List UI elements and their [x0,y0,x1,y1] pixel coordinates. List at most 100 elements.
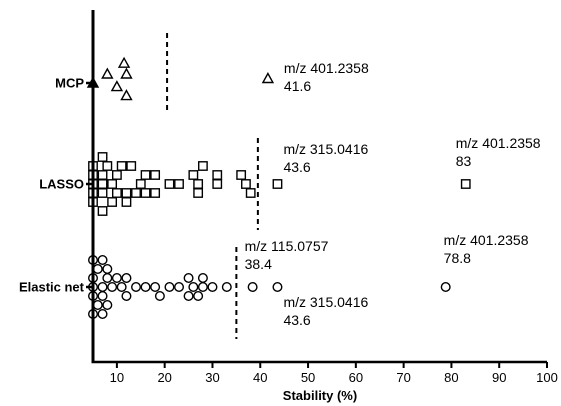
x-tick-label: 30 [205,370,219,385]
circle-marker [207,282,218,293]
square-marker [126,161,137,171]
annotation-text: m/z 115.0757 [245,238,329,254]
annotation-text: 43.6 [283,312,310,328]
circle-marker [102,264,113,275]
circle-marker [221,282,232,293]
x-tick-label: 70 [396,370,410,385]
square-marker [193,188,204,198]
square-marker [460,179,471,189]
x-tick-label: 100 [536,370,558,385]
circle-marker [164,282,175,293]
circle-marker [183,291,194,302]
circle-marker [102,273,113,284]
annotation-text: m/z 401.2358 [444,232,529,248]
square-marker [111,188,122,198]
annotation-text: 43.6 [283,159,310,175]
circle-marker [131,282,142,293]
annotation-text: m/z 401.2358 [284,60,369,76]
circle-marker [193,291,204,302]
x-tick-label: 40 [253,370,267,385]
circle-marker [116,282,127,293]
circle-marker [140,282,151,293]
square-marker [135,179,146,189]
square-marker [97,179,108,189]
data-points [86,56,471,320]
square-marker [245,188,256,198]
square-marker [111,170,122,180]
circle-marker [97,282,108,293]
circle-marker [111,273,122,284]
triangle-marker [120,67,133,79]
category-label: MCP [55,76,84,91]
square-marker [97,206,108,216]
annotations: m/z 401.2358 41.6 m/z 315.0416 43.6 m/z 401.… [245,60,541,328]
square-marker [140,188,151,198]
x-tick-label: 20 [157,370,171,385]
square-marker [97,170,108,180]
circle-marker [121,273,132,284]
square-marker [272,179,283,189]
triangle-marker [117,56,131,68]
triangle-marker [110,80,124,92]
circle-marker [188,282,199,293]
circle-marker [92,264,103,275]
circle-marker [102,300,113,311]
triangle-marker [261,72,275,84]
circle-marker [97,254,108,265]
axes: 10 20 30 40 50 60 70 80 90 100 MCP LASSO Elastic net [19,10,558,385]
x-tick-label: 90 [492,370,506,385]
annotation-text: m/z 315.0416 [283,141,368,157]
square-marker [150,170,161,180]
circle-marker [197,282,208,293]
square-marker [107,197,118,207]
square-marker [116,161,127,171]
circle-marker [183,273,194,284]
square-marker [102,161,113,171]
square-marker [97,188,108,198]
annotation-text: 41.6 [284,78,311,94]
circle-marker [97,291,108,302]
square-marker [107,179,118,189]
x-tick-label: 80 [444,370,458,385]
circle-marker [97,309,108,320]
circle-marker [154,291,165,302]
triangle-marker [101,67,114,79]
x-tick-label: 10 [110,370,124,385]
annotation-text: 83 [456,153,472,169]
square-marker [188,170,199,180]
square-marker [212,170,223,180]
circle-marker [150,282,161,293]
x-tick-label: 50 [301,370,315,385]
triangle-marker [120,89,133,101]
square-marker [241,179,251,189]
annotation-text: m/z 315.0416 [283,294,368,310]
circle-marker [121,291,132,302]
square-marker [150,188,161,198]
circle-marker [92,300,103,311]
square-marker [121,188,132,198]
annotation-text: 78.8 [444,250,471,266]
annotation-text: m/z 401.2358 [456,135,541,151]
square-marker [193,179,204,189]
circle-marker [440,282,451,293]
x-tick-label: 60 [349,370,363,385]
annotation-text: 38.4 [245,256,272,272]
threshold-lines [166,33,259,339]
circle-marker [272,282,283,293]
square-marker [121,197,132,207]
square-marker [174,179,184,189]
circle-marker [107,282,118,293]
circle-marker [197,273,208,284]
square-marker [131,188,141,198]
square-marker [97,152,108,162]
circle-marker [174,282,185,293]
square-marker [236,170,247,180]
square-marker [164,179,175,189]
x-axis-title: Stability (%) [283,388,357,403]
square-marker [198,161,208,171]
category-label: Elastic net [19,280,85,295]
circle-marker [247,282,258,293]
square-marker [212,179,223,189]
category-label: LASSO [39,177,84,192]
